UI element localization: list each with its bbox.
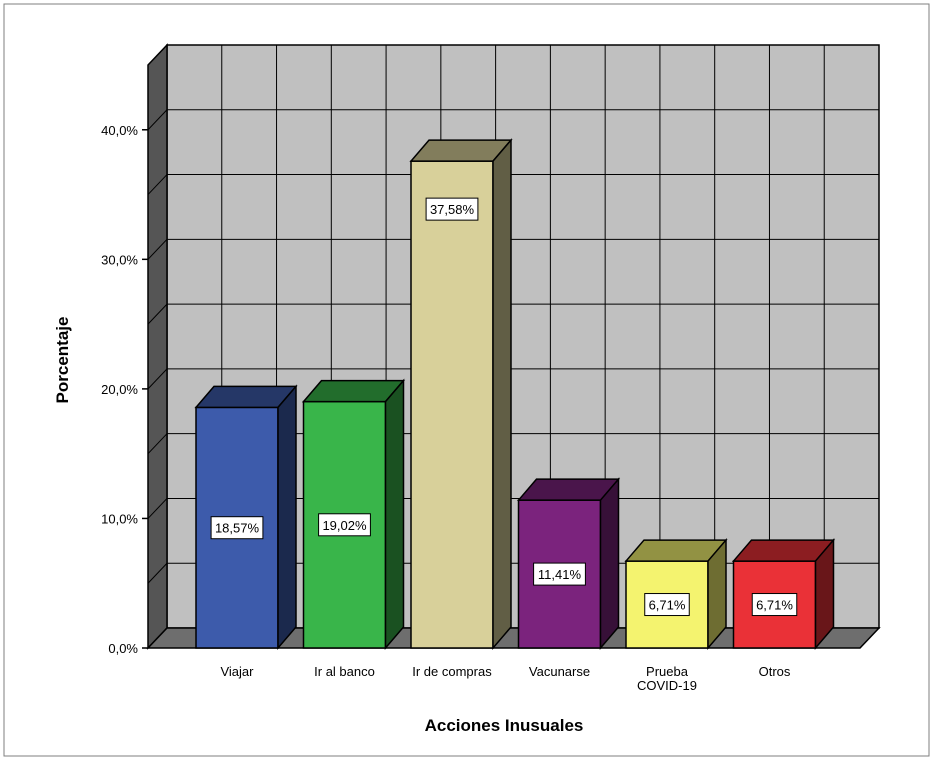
h-gridline-side bbox=[147, 562, 168, 584]
y-axis-ticks: 0,0% 10,0% 20,0% 30,0% 40,0% bbox=[101, 123, 148, 656]
data-label-box bbox=[425, 197, 479, 221]
bar-side bbox=[277, 384, 297, 651]
x-category-label: Ir al banco bbox=[314, 664, 375, 679]
bar-side bbox=[814, 538, 835, 651]
bar-side bbox=[707, 538, 727, 651]
data-label: 6,71% bbox=[756, 598, 793, 613]
data-label: 19,02% bbox=[322, 518, 367, 533]
h-gridline-side bbox=[147, 368, 168, 390]
bar-side bbox=[492, 138, 512, 651]
bar: 11,41% bbox=[516, 477, 621, 651]
y-tick-label: 20,0% bbox=[101, 382, 138, 397]
bar-front bbox=[410, 160, 494, 649]
x-category-label: Viajar bbox=[220, 664, 254, 679]
data-label: 37,58% bbox=[430, 202, 475, 217]
bar: 6,71% bbox=[731, 538, 836, 651]
y-tick-label: 10,0% bbox=[101, 511, 138, 526]
h-gridline-side bbox=[147, 433, 168, 455]
h-gridline-side bbox=[147, 238, 168, 260]
y-axis-title: Porcentaje bbox=[53, 317, 72, 404]
data-label-box bbox=[644, 593, 690, 617]
y-tick-label: 40,0% bbox=[101, 123, 138, 138]
data-label: 11,41% bbox=[538, 567, 582, 582]
data-label: 18,57% bbox=[215, 521, 260, 536]
data-label-box bbox=[210, 516, 264, 540]
bars: 18,57% 19,02% 37,58% 11,41% 6,71% 6,71% bbox=[194, 138, 836, 651]
h-gridline-side bbox=[147, 174, 168, 195]
y-tick-label: 30,0% bbox=[101, 252, 138, 267]
bar: 19,02% bbox=[301, 378, 406, 651]
data-label-box bbox=[751, 593, 798, 617]
left-wall bbox=[147, 43, 168, 650]
x-category-label: Vacunarse bbox=[529, 664, 590, 679]
bar: 6,71% bbox=[624, 538, 728, 651]
h-gridline-side bbox=[147, 109, 168, 131]
bar-side bbox=[384, 378, 405, 651]
data-label: 6,71% bbox=[649, 598, 686, 613]
bar-side bbox=[599, 477, 620, 651]
data-label-box bbox=[318, 513, 371, 537]
x-axis-title: Acciones Inusuales bbox=[425, 716, 584, 735]
bar: 37,58% bbox=[409, 138, 513, 651]
y-tick-label: 0,0% bbox=[108, 641, 138, 656]
bar: 18,57% bbox=[194, 384, 298, 651]
data-label-box bbox=[533, 562, 586, 586]
x-category-label: Otros bbox=[759, 664, 791, 679]
x-category-label: Ir de compras bbox=[412, 664, 492, 679]
x-category-label: Prueba COVID-19 bbox=[637, 664, 697, 693]
x-axis-categories: Viajar Ir al banco Ir de compras Vacunarse P… bbox=[220, 664, 790, 693]
h-gridline-side bbox=[147, 303, 168, 325]
h-gridline-side bbox=[147, 498, 168, 519]
